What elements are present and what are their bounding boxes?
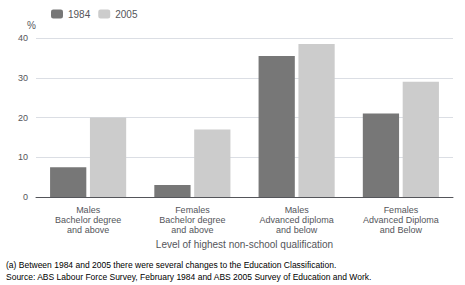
svg-text:and Below: and Below <box>380 225 423 235</box>
svg-text:30: 30 <box>18 73 28 83</box>
svg-text:Source: ABS Labour Force Surve: Source: ABS Labour Force Survey, Februar… <box>6 272 371 282</box>
svg-text:Males: Males <box>285 205 310 215</box>
svg-text:Females: Females <box>175 205 210 215</box>
svg-text:20: 20 <box>18 113 28 123</box>
svg-text:Advanced Diploma: Advanced Diploma <box>363 215 439 225</box>
svg-text:40: 40 <box>18 33 28 43</box>
svg-text:Advanced diploma: Advanced diploma <box>260 215 334 225</box>
svg-text:and below: and below <box>276 225 318 235</box>
svg-text:Males: Males <box>76 205 101 215</box>
svg-text:1984: 1984 <box>68 9 91 20</box>
svg-text:Bachelor degree: Bachelor degree <box>55 215 121 225</box>
svg-text:(a) Between 1984 and 2005 ther: (a) Between 1984 and 2005 there were sev… <box>6 260 336 270</box>
svg-text:and above: and above <box>67 225 109 235</box>
svg-text:Females: Females <box>384 205 419 215</box>
svg-text:Bachelor degree: Bachelor degree <box>159 215 225 225</box>
svg-text:2005: 2005 <box>115 9 138 20</box>
svg-text:10: 10 <box>18 152 28 162</box>
svg-text:and above: and above <box>171 225 213 235</box>
svg-text:0: 0 <box>23 192 28 202</box>
svg-text:%: % <box>27 20 36 31</box>
svg-text:Level of highest non-school qu: Level of highest non-school qualificatio… <box>156 239 333 250</box>
